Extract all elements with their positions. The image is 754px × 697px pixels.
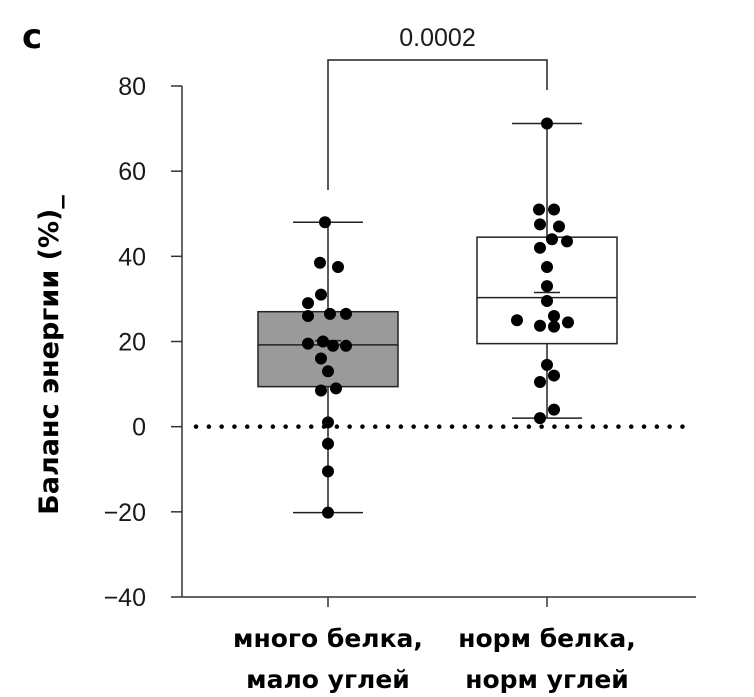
box-groups <box>257 117 618 519</box>
data-point <box>548 309 560 322</box>
data-point <box>534 412 546 425</box>
data-point <box>541 295 553 308</box>
data-point <box>534 375 546 388</box>
data-point <box>315 384 327 397</box>
data-point <box>548 403 560 416</box>
data-point <box>322 465 334 478</box>
data-point <box>302 337 314 350</box>
y-tick-label: 40 <box>118 243 146 271</box>
data-point <box>324 307 336 320</box>
data-point <box>548 369 560 382</box>
data-point <box>541 280 553 293</box>
data-point <box>322 437 334 450</box>
category-label: норм углей <box>465 665 629 694</box>
data-point <box>534 241 546 254</box>
data-point <box>315 352 327 365</box>
data-point <box>541 117 553 130</box>
y-tick-label: 60 <box>118 158 146 186</box>
data-point <box>553 220 565 233</box>
data-point <box>330 382 342 395</box>
data-point <box>548 320 560 333</box>
data-point <box>340 307 352 320</box>
data-point <box>561 235 573 248</box>
data-point <box>534 218 546 231</box>
data-point <box>314 256 326 269</box>
y-tick-label: 0 <box>132 414 146 442</box>
y-axis-label: Баланс энергии (%)_ <box>34 195 65 515</box>
y-tick-label: 80 <box>118 73 146 101</box>
panel-letter: c <box>22 17 42 57</box>
box-group <box>257 216 399 519</box>
significance-bracket: 0.0002 <box>327 24 548 190</box>
bracket-line <box>327 59 548 190</box>
axes: 80 60 40 20 0 −20 −40 много белка, мало углей нор… <box>104 73 696 694</box>
data-point <box>562 316 574 329</box>
y-tick-label: 20 <box>118 329 146 357</box>
data-point <box>511 314 523 327</box>
data-point <box>322 365 334 378</box>
data-point <box>317 335 329 348</box>
p-value-label: 0.0002 <box>399 24 475 52</box>
y-tick-label: −20 <box>104 499 146 527</box>
data-point <box>327 339 339 352</box>
data-point <box>546 233 558 246</box>
y-tick-label: −40 <box>104 584 146 612</box>
box-group <box>476 117 618 425</box>
data-point <box>315 288 327 301</box>
data-point <box>302 297 314 310</box>
category-label: норм белка, <box>458 624 636 653</box>
data-point <box>340 339 352 352</box>
data-point <box>533 203 545 216</box>
data-point <box>541 260 553 273</box>
category-label: много белка, <box>233 624 423 653</box>
data-point <box>322 416 334 429</box>
data-point <box>541 358 553 371</box>
data-point <box>322 506 334 519</box>
data-point <box>332 260 344 273</box>
data-point <box>534 319 546 332</box>
data-point <box>302 309 314 322</box>
data-point <box>548 203 560 216</box>
data-point <box>319 216 331 229</box>
category-label: мало углей <box>246 665 410 694</box>
